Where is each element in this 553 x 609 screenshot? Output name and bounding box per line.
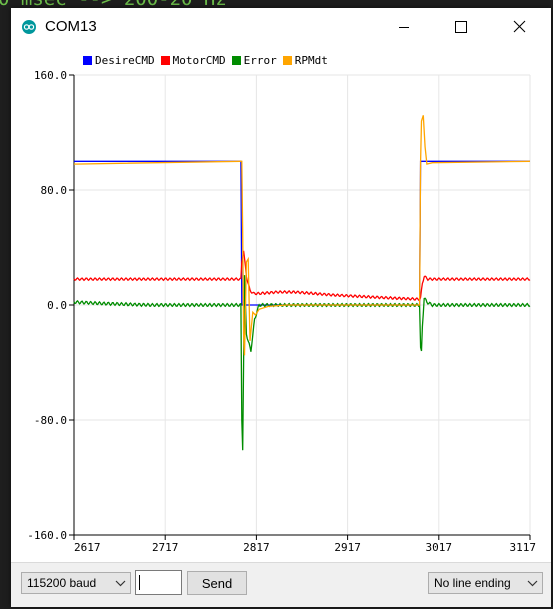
legend-swatch xyxy=(282,55,292,65)
close-button[interactable] xyxy=(497,8,543,46)
serial-plot-chart: 160.0 80.0 0.0 -80.0 -160.0 2617 2717 2817 2917 3… xyxy=(27,69,537,554)
legend-label: Error xyxy=(243,53,277,67)
legend-swatch xyxy=(160,55,170,65)
serial-plotter-window: COM13 160.0 80.0 0.0 -80.0 -160.0 2617 2717 281… xyxy=(11,8,551,607)
line-ending-value: No line ending xyxy=(434,576,511,590)
series-line-desirecmd xyxy=(74,160,530,306)
maximize-icon xyxy=(455,21,467,33)
chevron-down-icon xyxy=(115,580,126,587)
legend-swatch xyxy=(231,55,241,65)
chevron-down-icon xyxy=(527,580,538,587)
series-line-motorcmd xyxy=(73,250,531,301)
arduino-icon xyxy=(22,20,36,34)
background-terminal-text: 0 msec --> 200-20 Hz xyxy=(0,0,227,10)
close-icon xyxy=(513,20,526,33)
x-tick-label: 2717 xyxy=(152,541,179,554)
y-tick-label: 0.0 xyxy=(47,299,67,312)
chart-legend: DesireCMD MotorCMD Error RPMdt xyxy=(83,53,334,67)
line-ending-select[interactable]: No line ending xyxy=(428,572,543,594)
legend-item-error: Error xyxy=(231,53,277,67)
footer-toolbar: 115200 baud Send No line ending xyxy=(11,562,551,607)
minimize-button[interactable] xyxy=(381,8,427,46)
legend-label: RPMdt xyxy=(294,53,328,67)
serial-input[interactable] xyxy=(135,570,182,595)
y-tick-label: 160.0 xyxy=(34,69,67,82)
x-tick-label: 2617 xyxy=(74,541,101,554)
legend-item-rpmdt: RPMdt xyxy=(282,53,328,67)
title-bar[interactable]: COM13 xyxy=(11,8,551,46)
send-button[interactable]: Send xyxy=(187,571,247,595)
series-line-error xyxy=(73,275,531,451)
x-tick-label: 2817 xyxy=(243,541,270,554)
legend-item-motorcmd: MotorCMD xyxy=(160,53,226,67)
legend-item-desirecmd: DesireCMD xyxy=(83,53,155,67)
minimize-icon xyxy=(399,27,409,28)
window-title: COM13 xyxy=(45,18,97,35)
x-tick-label: 3017 xyxy=(426,541,453,554)
maximize-button[interactable] xyxy=(438,8,484,46)
x-tick-label: 2917 xyxy=(334,541,361,554)
baud-rate-select[interactable]: 115200 baud xyxy=(21,572,131,594)
legend-label: MotorCMD xyxy=(172,53,226,67)
x-tick-label: 3117 xyxy=(510,541,537,554)
y-tick-label: -160.0 xyxy=(27,529,67,542)
y-tick-label: -80.0 xyxy=(34,414,67,427)
legend-label: DesireCMD xyxy=(95,53,155,67)
legend-swatch xyxy=(83,55,92,65)
series-line-rpmdt xyxy=(73,115,531,356)
y-tick-label: 80.0 xyxy=(41,184,68,197)
plot-area: 160.0 80.0 0.0 -80.0 -160.0 2617 2717 2817 2917 3… xyxy=(11,46,551,562)
baud-rate-value: 115200 baud xyxy=(27,576,97,590)
text-caret xyxy=(139,575,140,590)
